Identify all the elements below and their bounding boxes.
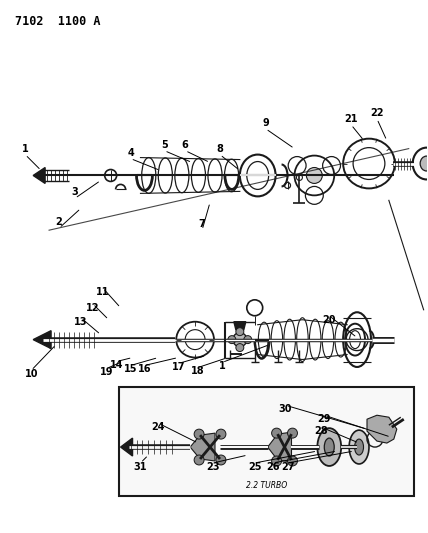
Ellipse shape	[317, 428, 341, 466]
Circle shape	[288, 428, 297, 438]
Text: 22: 22	[370, 108, 383, 118]
Circle shape	[194, 455, 204, 465]
Polygon shape	[33, 167, 45, 183]
Text: 1: 1	[22, 143, 29, 154]
Text: 29: 29	[318, 414, 331, 424]
Text: 10: 10	[24, 369, 38, 379]
Polygon shape	[190, 433, 215, 461]
Circle shape	[216, 429, 226, 439]
Text: 19: 19	[100, 367, 113, 377]
Text: 2.2 TURBO: 2.2 TURBO	[246, 481, 287, 490]
Circle shape	[272, 456, 282, 466]
Circle shape	[216, 455, 226, 465]
Ellipse shape	[324, 438, 334, 456]
Polygon shape	[367, 415, 397, 443]
Circle shape	[236, 344, 244, 352]
Text: 3: 3	[71, 188, 78, 197]
Text: 26: 26	[266, 462, 279, 472]
Circle shape	[306, 167, 322, 183]
Text: 11: 11	[96, 287, 110, 297]
Text: 1: 1	[219, 361, 225, 372]
Text: 28: 28	[315, 426, 328, 436]
Text: 2: 2	[56, 217, 62, 227]
Polygon shape	[33, 330, 51, 349]
Text: 23: 23	[206, 462, 220, 472]
Circle shape	[236, 328, 244, 336]
Text: 24: 24	[152, 422, 165, 432]
Polygon shape	[268, 432, 291, 462]
Ellipse shape	[420, 156, 428, 171]
Ellipse shape	[349, 430, 369, 464]
Text: 9: 9	[262, 118, 269, 128]
Polygon shape	[234, 322, 246, 330]
Text: 25: 25	[248, 462, 262, 472]
Text: 5: 5	[161, 140, 168, 150]
Polygon shape	[121, 438, 133, 456]
Circle shape	[272, 428, 282, 438]
Text: 21: 21	[345, 114, 358, 124]
Text: 31: 31	[134, 462, 147, 472]
Text: 27: 27	[281, 462, 294, 472]
Circle shape	[194, 429, 204, 439]
Text: 20: 20	[322, 314, 336, 325]
Text: 17: 17	[172, 362, 185, 373]
Bar	[119, 387, 414, 496]
Circle shape	[228, 336, 236, 344]
Text: 14: 14	[110, 360, 123, 370]
Text: 6: 6	[182, 140, 189, 150]
Text: 12: 12	[86, 303, 100, 313]
Text: 7102  1100 A: 7102 1100 A	[15, 15, 101, 28]
Circle shape	[233, 333, 247, 346]
Circle shape	[244, 336, 252, 344]
Text: 13: 13	[74, 317, 88, 327]
Text: 18: 18	[191, 367, 205, 376]
Text: 15: 15	[124, 365, 137, 375]
Text: 4: 4	[127, 148, 134, 158]
Circle shape	[288, 456, 297, 466]
Text: 16: 16	[138, 365, 151, 375]
Text: 8: 8	[217, 143, 223, 154]
Text: 7: 7	[199, 219, 205, 229]
Ellipse shape	[354, 439, 363, 455]
Text: 30: 30	[279, 404, 292, 414]
